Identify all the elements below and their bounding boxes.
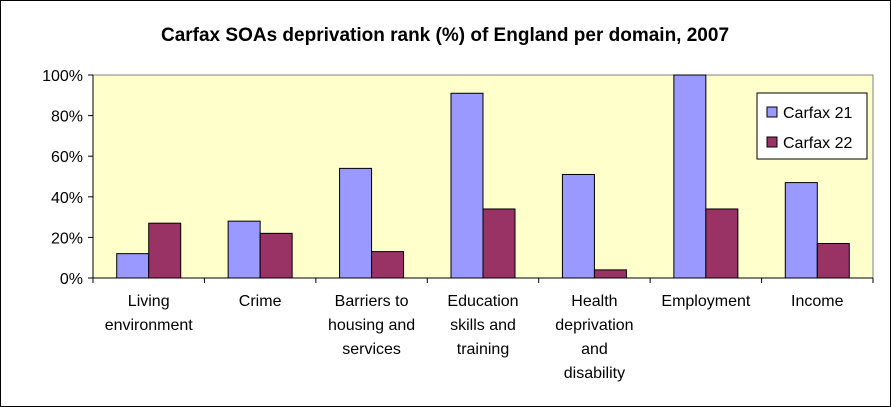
y-tick-label: 20% [51,230,83,247]
bar-carfax-21 [673,74,707,279]
bar-carfax-22 [593,269,627,279]
plot-area: 0% 20% 40% 60% 80% 100% Living environment Crime… [42,68,874,382]
bar-carfax-21 [227,220,261,279]
bar-carfax-21 [339,167,373,279]
y-tick-label: 0% [60,271,83,288]
category-label: Crime [239,293,282,310]
category-label: Income [791,293,844,310]
bar-carfax-22 [482,208,516,279]
y-tick-label: 80% [51,109,83,126]
category-label: Barriers to housing and services [328,293,415,358]
category-label: Living environment [105,293,194,334]
bar-carfax-21 [784,182,818,279]
category-label: Education skills and training [447,293,518,358]
y-tick-label: 40% [51,190,83,207]
y-tick-label: 100% [42,68,83,85]
bar-carfax-21 [450,92,484,279]
legend-label: Carfax 22 [783,135,852,152]
bar-carfax-22 [259,232,293,279]
y-tick-label: 60% [51,149,83,166]
bar-carfax-22 [148,222,182,279]
bar-carfax-22 [705,208,739,279]
bar-carfax-21 [561,173,595,279]
legend-box [756,92,868,160]
legend-label: Carfax 21 [783,105,852,122]
legend-swatch [766,136,778,148]
chart-title: Carfax SOAs deprivation rank (%) of Engl… [161,25,729,46]
category-label: Health deprivation and disability [555,293,633,382]
category-label: Employment [661,293,750,310]
bar-carfax-22 [816,242,850,279]
bar-carfax-21 [116,253,150,279]
legend: Carfax 21 Carfax 22 [756,92,868,160]
bar-carfax-22 [371,251,405,279]
legend-swatch [766,106,778,118]
